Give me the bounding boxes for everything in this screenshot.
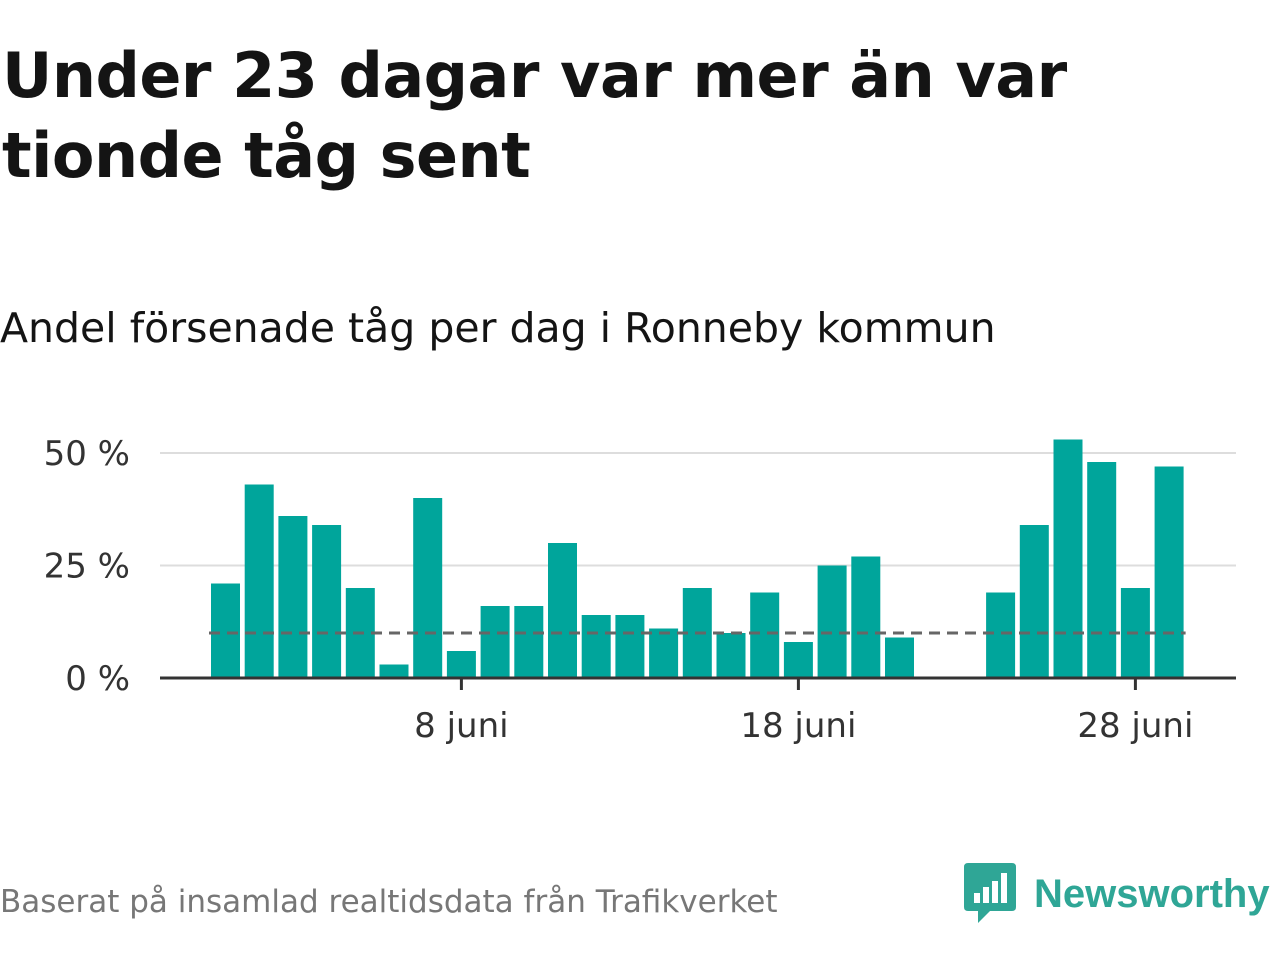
bars [211,439,1184,678]
bar [716,633,746,678]
y-tick-label: 25 % [44,547,130,587]
bar [817,565,847,678]
chart-title: Under 23 dagar var mer än var tionde tåg… [2,39,1067,192]
bar [649,628,679,678]
bar [615,615,645,678]
x-tick-label: 18 juni [740,706,856,746]
bar [413,498,443,678]
bar [1053,439,1083,678]
bar [1019,525,1049,678]
axes: 0 % 25 % 50 % 8 juni 18 juni 28 juni [44,434,1236,746]
y-tick-label: 0 % [65,659,130,699]
bar [1154,466,1184,678]
bar [446,651,476,678]
bar [244,484,274,678]
newsworthy-logo-icon [964,863,1016,923]
x-tick-label: 8 juni [414,706,508,746]
bar [514,606,544,678]
bar [211,583,240,678]
bar [885,637,914,678]
x-tick-label: 28 juni [1077,706,1193,746]
bar [986,592,1016,678]
bar [480,606,510,678]
bar [1087,462,1117,678]
bar [581,615,611,678]
brand-name: Newsworthy [1034,871,1270,916]
brand-logo: Newsworthy [964,862,1270,926]
chart-subtitle: Andel försenade tåg per dag i Ronneby ko… [0,304,996,352]
y-tick-label: 50 % [44,434,130,474]
bar [379,664,409,678]
bar [750,592,780,678]
bar [851,556,881,678]
bar [278,516,308,678]
bar [783,642,813,678]
source-note: Baserat på insamlad realtidsdata från Tr… [0,884,778,920]
bar [312,525,342,678]
bar [548,543,577,678]
